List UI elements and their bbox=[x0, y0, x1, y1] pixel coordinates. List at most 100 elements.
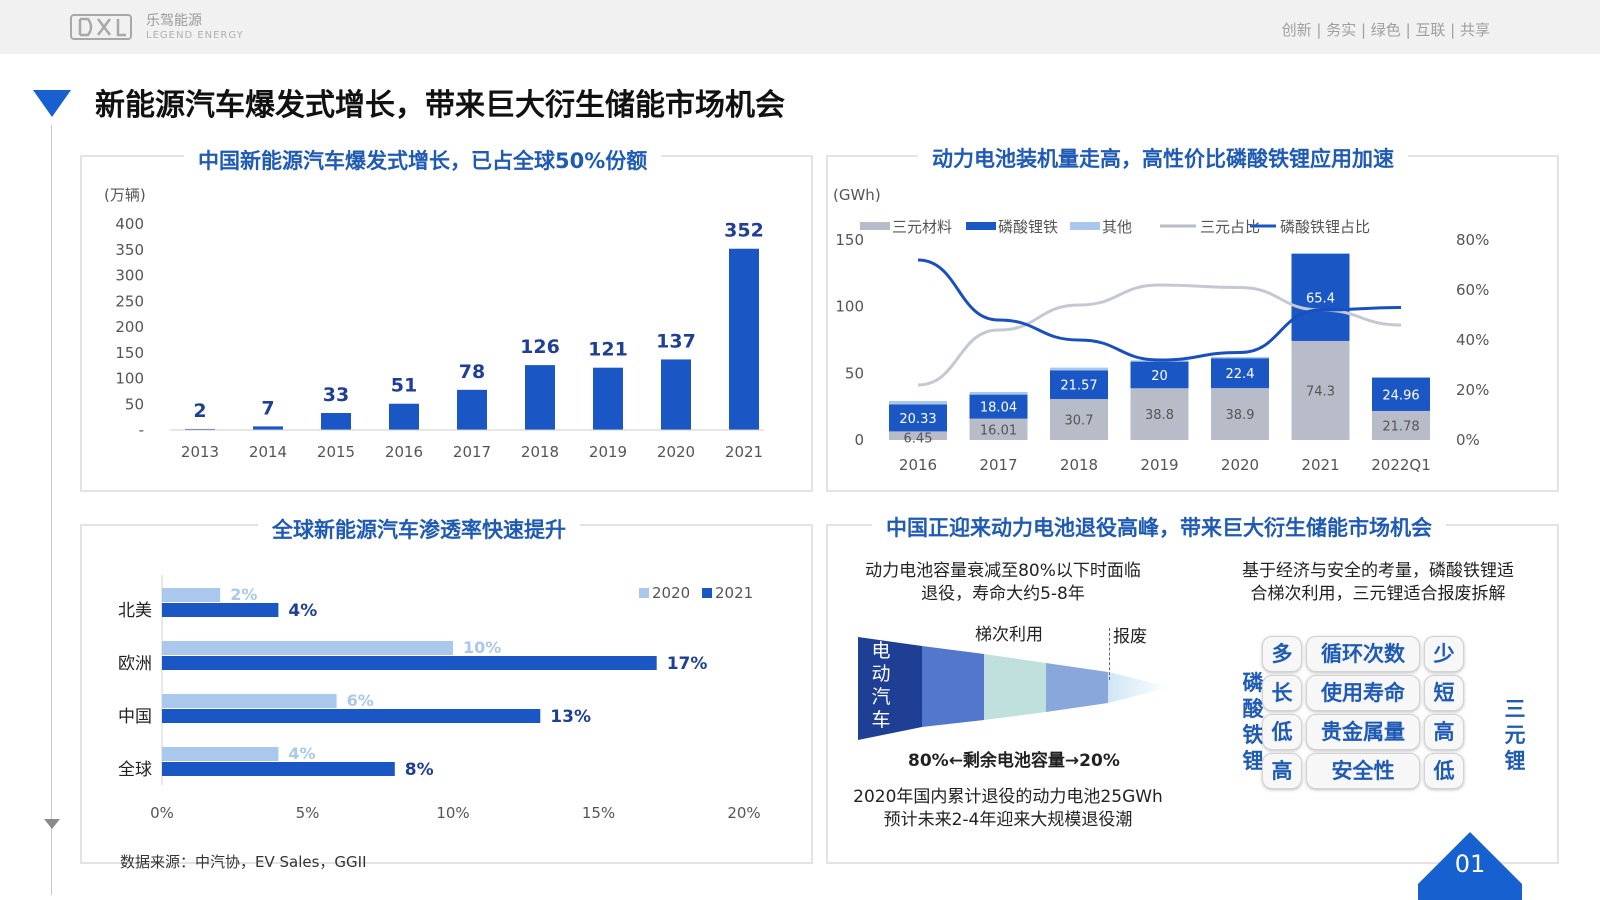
chart1-bar bbox=[389, 403, 419, 430]
chart1-xtick: 2016 bbox=[385, 443, 423, 461]
chart2-bar-lfp bbox=[1211, 358, 1269, 389]
chart1-data-label: 78 bbox=[459, 361, 485, 383]
chart2-xtick: 2022Q1 bbox=[1371, 456, 1431, 474]
chart1-ylabel: (万辆) bbox=[104, 186, 146, 204]
retirement-desc-line1: 动力电池容量衰减至80%以下时面临 bbox=[865, 561, 1141, 581]
chart2-legend-swatch bbox=[860, 222, 890, 230]
page-number: 01 bbox=[1454, 850, 1486, 878]
chart3-xtick: 15% bbox=[582, 804, 615, 822]
chart2-ytick-right: 20% bbox=[1456, 381, 1489, 399]
chart-global-penetration: 2020 2021 2% 4% 北美 10% 17% 欧洲 6% 13% 中国 4% 8% 全球 0% 5% 1… bbox=[118, 575, 761, 822]
chart2-bar-ternary bbox=[1050, 399, 1108, 440]
chart2-legend-label: 三元占比 bbox=[1200, 218, 1260, 236]
chart3-bar-2020 bbox=[162, 588, 221, 602]
panel4-title: 中国正迎来动力电池退役高峰，带来巨大衍生储能市场机会 bbox=[872, 512, 1446, 542]
funnel-ev-segment bbox=[858, 637, 922, 740]
chart2-xtick: 2018 bbox=[1060, 456, 1098, 474]
chart2-label-lfp: 22.4 bbox=[1226, 367, 1255, 382]
compare-ternary-value: 短 bbox=[1424, 675, 1464, 711]
chart2-label-lfp: 24.96 bbox=[1382, 388, 1419, 403]
chart2-bar-ternary bbox=[1291, 340, 1350, 440]
chart3-bar-2020 bbox=[162, 641, 453, 655]
chart2-xtick: 2019 bbox=[1140, 456, 1178, 474]
chart1-ytick: 350 bbox=[115, 241, 144, 259]
chart1-data-label: 51 bbox=[391, 375, 417, 397]
chart1-ytick: 200 bbox=[115, 318, 144, 336]
retirement-desc-line2b: 退役，寿命大约5-8年 bbox=[921, 584, 1085, 604]
compare-attribute: 贵金属量 bbox=[1306, 714, 1420, 750]
funnel-ev-label: 电动汽车 bbox=[871, 640, 891, 731]
chart3-xtick: 10% bbox=[436, 804, 469, 822]
chart1-xtick: 2020 bbox=[657, 443, 695, 461]
compare-attribute: 安全性 bbox=[1306, 753, 1420, 789]
chart1-bar bbox=[185, 428, 215, 430]
capacity-funnel bbox=[858, 637, 1170, 740]
chart2-line-lfp-share bbox=[917, 258, 1402, 362]
title-triangle-icon bbox=[33, 90, 71, 117]
chart3-category: 欧洲 bbox=[118, 654, 152, 674]
page-number-badge bbox=[1418, 832, 1522, 900]
chart-battery-installation: (GWh) 150 100 50 0 80% 60% 40% 20% 0% 三元材料 磷酸锂铁 其他 三元… bbox=[833, 186, 1489, 474]
chart1-data-label: 121 bbox=[588, 339, 628, 361]
chart1-bar bbox=[457, 389, 487, 430]
funnel-segment-3 bbox=[984, 654, 1046, 720]
chart2-bar-other bbox=[1372, 377, 1430, 378]
chart1-ytick: 50 bbox=[125, 395, 144, 413]
compare-attribute: 使用寿命 bbox=[1306, 675, 1420, 711]
funnel-segment-4 bbox=[1046, 663, 1108, 712]
compare-lfp-value: 多 bbox=[1262, 636, 1302, 672]
chart1-data-label: 2 bbox=[193, 400, 206, 422]
chart3-category: 北美 bbox=[118, 601, 152, 621]
chart3-bar-2021 bbox=[162, 762, 395, 776]
compare-ternary-value: 低 bbox=[1424, 753, 1464, 789]
chart2-label-lfp: 20.33 bbox=[899, 412, 936, 427]
chart2-ytick-right: 80% bbox=[1456, 231, 1489, 249]
logo-mark-icon bbox=[70, 14, 132, 40]
chart2-bar-lfp bbox=[889, 404, 947, 432]
ternary-label: 三元锂 bbox=[1504, 697, 1526, 773]
logo-text: 乐驾能源 bbox=[146, 13, 202, 29]
chart3-legend-label: 2021 bbox=[715, 584, 753, 602]
retirement-desc: 动力电池容量衰减至80%以下时面临 合梯次利用，三元锂适合报废拆解 退役，寿命大… bbox=[838, 560, 1168, 606]
chart2-ytick-left: 150 bbox=[835, 231, 864, 249]
chart2-label-lfp: 21.57 bbox=[1060, 379, 1097, 394]
chart3-label-2021: 13% bbox=[550, 707, 591, 727]
funnel-scrap-label: 报废 bbox=[1113, 627, 1147, 647]
funnel-tip bbox=[1108, 672, 1170, 703]
chart1-xtick: 2017 bbox=[453, 443, 491, 461]
chart1-bar bbox=[321, 413, 351, 430]
chart3-legend-swatch bbox=[639, 588, 649, 598]
chart2-bar-ternary bbox=[1372, 410, 1430, 440]
chart2-legend-label: 磷酸锂铁 bbox=[998, 218, 1058, 236]
chart1-xtick: 2014 bbox=[249, 443, 287, 461]
chart1-data-label: 352 bbox=[724, 220, 764, 242]
chart2-label-ternary: 38.9 bbox=[1226, 408, 1255, 423]
chart3-bar-2021 bbox=[162, 709, 541, 723]
chart2-label-lfp: 65.4 bbox=[1306, 291, 1335, 306]
chart1-ytick: 250 bbox=[115, 292, 144, 310]
lfp-desc-line2: 合梯次利用，三元锂适合报废拆解 bbox=[1250, 584, 1506, 604]
chart1-bar bbox=[593, 367, 623, 430]
compare-ternary-value: 高 bbox=[1424, 714, 1464, 750]
chart1-data-label: 137 bbox=[656, 330, 696, 352]
chart2-legend-label: 三元材料 bbox=[892, 218, 952, 236]
chart2-legend-swatch bbox=[1070, 222, 1100, 230]
chart1-xtick: 2019 bbox=[589, 443, 627, 461]
chart2-xtick: 2017 bbox=[979, 456, 1017, 474]
chart3-label-2021: 17% bbox=[667, 654, 708, 674]
chart2-bar-other bbox=[1211, 356, 1269, 359]
chart2-bar-ternary bbox=[1211, 388, 1269, 440]
chart3-label-2021: 4% bbox=[288, 601, 317, 621]
chart2-ytick-left: 0 bbox=[854, 431, 864, 449]
chart3-xtick: 20% bbox=[727, 804, 760, 822]
chart1-xtick: 2013 bbox=[181, 443, 219, 461]
chart3-label-2020: 10% bbox=[463, 638, 501, 657]
chart2-label-lfp: 20 bbox=[1151, 369, 1168, 384]
chart3-category: 中国 bbox=[118, 707, 152, 727]
chart1-ytick: 400 bbox=[115, 215, 144, 233]
chart3-label-2020: 2% bbox=[230, 585, 257, 604]
chart1-data-label: 7 bbox=[261, 397, 274, 419]
chart3-label-2020: 4% bbox=[288, 744, 315, 763]
lfp-label: 磷酸铁锂 bbox=[1242, 671, 1264, 773]
logo-subtext: LEGEND ENERGY bbox=[146, 30, 244, 41]
